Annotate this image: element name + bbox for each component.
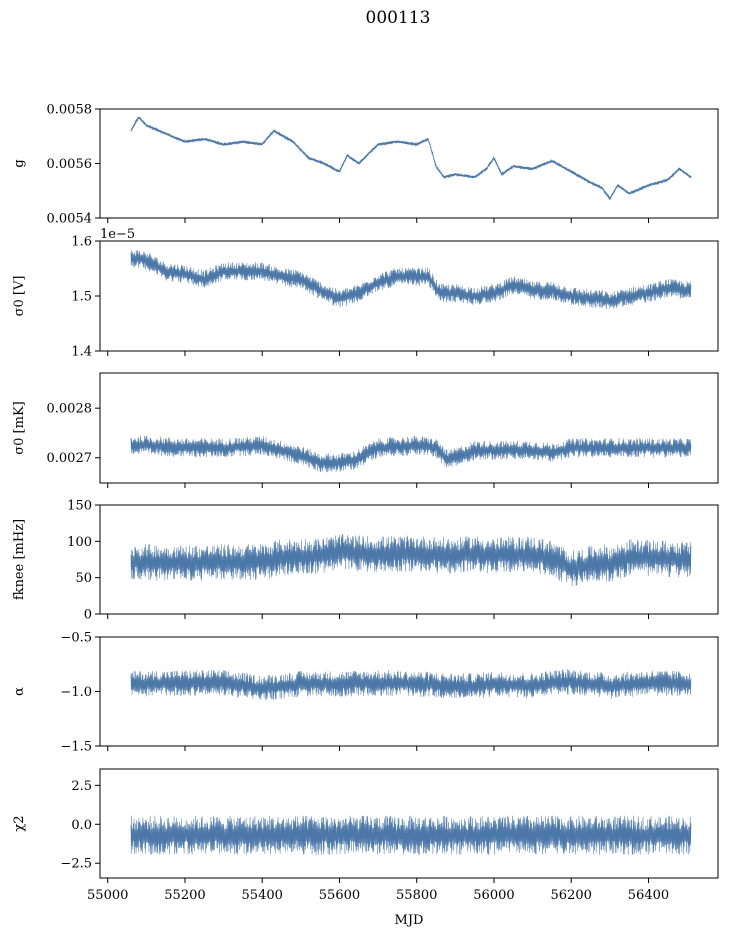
y-tick-label: −1.0 <box>60 685 92 700</box>
x-tick-label: 55400 <box>242 888 283 903</box>
y-tick-label: 0.0028 <box>47 402 93 417</box>
y-offset-label: 1e−5 <box>100 227 135 242</box>
y-tick-label: 0.0056 <box>47 157 93 172</box>
series-line-3-1 <box>130 435 692 473</box>
x-tick-label: 55800 <box>396 888 437 903</box>
x-axis-label: MJD <box>395 913 424 928</box>
plot-frame <box>99 504 719 615</box>
panel-3: 0.0028 0.0027 σ0 [mK] <box>12 372 719 488</box>
x-tick-label: 55000 <box>87 888 128 903</box>
y-tick-label: 150 <box>67 499 92 514</box>
x-tick-label: 56200 <box>551 888 592 903</box>
y-axis-label: σ0 [V] <box>12 276 27 317</box>
y-tick-label: 2.5 <box>71 779 92 794</box>
panel-6: 2.5 0.0 −2.5 55000 55200 55400 55600 55800 56000… <box>12 768 719 903</box>
series-line-6-1 <box>130 815 692 855</box>
y-tick-label: −1.5 <box>60 740 92 755</box>
y-tick-label: 1.5 <box>71 290 92 305</box>
y-tick-label: 100 <box>67 535 92 550</box>
panel-5: −0.5 −1.0 −1.5 α <box>12 631 719 755</box>
x-tick-label: 55200 <box>164 888 205 903</box>
y-tick-label: 0.0 <box>71 818 92 833</box>
x-tick-label: 56400 <box>628 888 669 903</box>
y-axis-label: α <box>12 687 27 696</box>
y-tick-label: 0.0054 <box>47 212 93 227</box>
y-tick-label: 50 <box>75 571 92 586</box>
series-line-5-1 <box>130 669 692 700</box>
y-tick-label: 0.0027 <box>47 451 93 466</box>
y-tick-label: −0.5 <box>60 631 92 646</box>
y-axis-label: χ2 <box>12 815 27 831</box>
x-tick-label: 55600 <box>319 888 360 903</box>
y-tick-label: 1.6 <box>71 235 92 250</box>
plot-frame <box>99 768 719 879</box>
panel-1: 0.0058 0.0056 0.0054 g <box>12 103 719 227</box>
y-tick-label: 1.4 <box>71 345 92 360</box>
series-line-2-1 <box>130 250 692 310</box>
panel-4: 150 100 50 0 fknee [mHz] <box>12 499 719 623</box>
x-tick-label: 56000 <box>473 888 514 903</box>
panel-2: 1.6 1.5 1.4 1e−5 σ0 [V] <box>12 227 719 360</box>
figure-title: 000113 <box>366 8 431 28</box>
series-line-1-1 <box>130 116 692 201</box>
series-line-4-1 <box>130 534 692 587</box>
y-tick-label: −2.5 <box>60 857 92 872</box>
y-tick-label: 0.0058 <box>47 103 93 118</box>
y-axis-label: σ0 [mK] <box>12 401 27 454</box>
plot-frame <box>99 108 719 219</box>
plot-frame <box>99 372 719 484</box>
y-tick-label: 0 <box>84 608 92 623</box>
y-axis-label: fknee [mHz] <box>12 519 27 600</box>
y-axis-label: g <box>12 159 27 167</box>
